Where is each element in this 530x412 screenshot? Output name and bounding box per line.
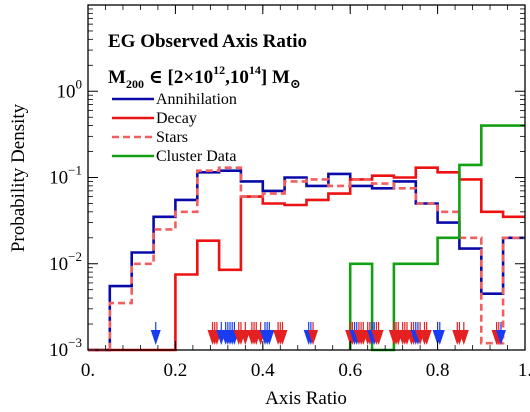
data-marker-arrow: [150, 322, 161, 345]
x-tick-label: 0.8: [426, 360, 450, 381]
data-marker-arrow: [458, 322, 469, 345]
subtitle-mid2: ,10: [225, 67, 249, 88]
chart-title: EG Observed Axis Ratio: [108, 31, 307, 52]
legend-label: Annihilation: [156, 91, 237, 108]
x-tick-label: 1.: [518, 360, 530, 381]
legend-label: Cluster Data: [156, 148, 236, 165]
legend: Annihilation Decay Stars Cluster Data: [112, 91, 237, 165]
data-marker-arrow: [434, 322, 445, 345]
data-marker-arrow: [277, 322, 288, 345]
legend-item-annihilation: Annihilation: [112, 91, 237, 108]
x-tick-label: 0.4: [251, 360, 275, 381]
legend-label: Stars: [156, 129, 188, 146]
subtitle-suffix-sub: ⊙: [290, 76, 301, 91]
series-stars: [88, 166, 525, 352]
x-axis-label: Axis Ratio: [265, 388, 347, 409]
subtitle-suffix: ] M: [261, 67, 290, 88]
subtitle-prefix-sub: 200: [126, 77, 144, 91]
legend-label: Decay: [156, 110, 197, 127]
y-axis-label: Probability Density: [8, 103, 29, 252]
x-tick-label: 0.2: [164, 360, 188, 381]
data-marker-arrow: [495, 322, 506, 345]
legend-item-decay: Decay: [112, 110, 197, 127]
series-cluster-data: [348, 124, 525, 352]
legend-item-cluster-data: Cluster Data: [112, 148, 236, 165]
subtitle-exp1: 12: [213, 63, 225, 77]
subtitle-exp2: 14: [249, 63, 261, 77]
subtitle-prefix: M: [108, 67, 126, 88]
data-marker-arrow: [264, 322, 275, 345]
data-marker-arrow: [421, 322, 432, 345]
chart-subtitle: M200 ∈ [2×1012,1014] M⊙: [108, 63, 301, 91]
x-tick-label: 0.: [81, 360, 95, 381]
y-tick-label: 100: [57, 76, 83, 102]
y-tick-label: 10−1: [49, 163, 82, 189]
legend-item-stars: Stars: [112, 129, 188, 146]
data-marker-arrow: [240, 322, 251, 345]
series-layer: [88, 124, 525, 352]
data-marker-arrow: [308, 322, 319, 345]
data-marker-arrow: [373, 322, 384, 345]
subtitle-middle: ∈ [2×10: [144, 67, 213, 88]
y-tick-label: 10−3: [49, 335, 82, 361]
y-tick-label: 10−2: [49, 249, 82, 275]
marker-layer: [150, 322, 506, 345]
x-tick-label: 0.6: [338, 360, 362, 381]
tick-layer: 0. 0.2 0.4 0.6 0.8 1. 10−3 10−2 10−1 100: [49, 5, 530, 381]
